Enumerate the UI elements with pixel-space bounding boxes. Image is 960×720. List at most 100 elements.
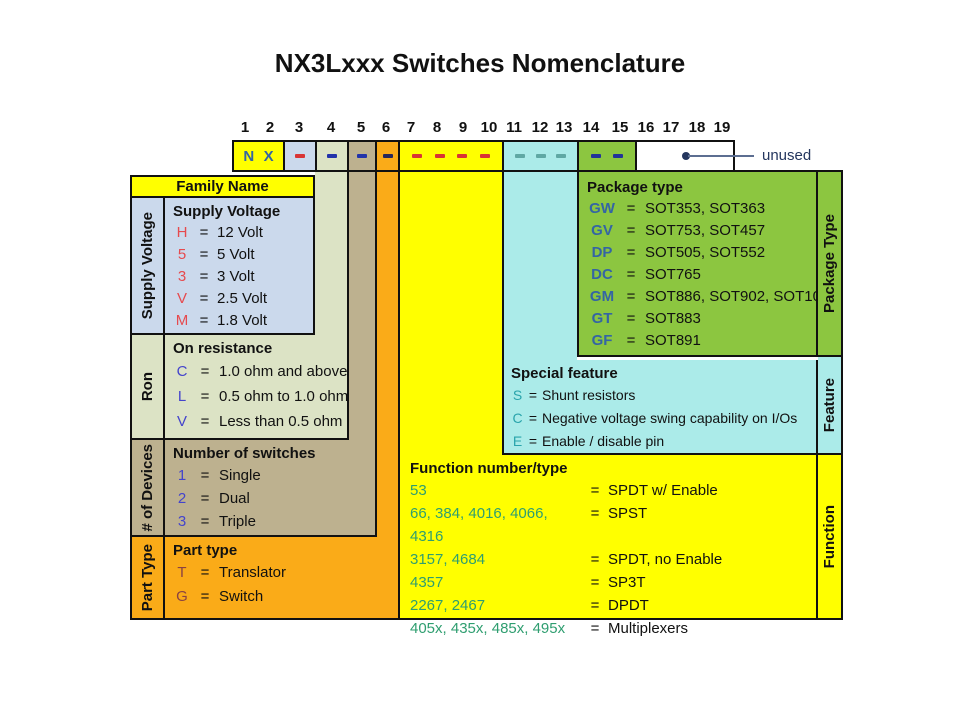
package-type-sidebar: Package Type bbox=[818, 172, 843, 357]
table-row: 3157, 4684 = SPDT, no Enable bbox=[410, 551, 723, 568]
table-row: 405x, 435x, 485x, 495x = Multiplexers bbox=[410, 620, 689, 637]
section-header: Number of switches bbox=[173, 445, 316, 462]
position-number: 9 bbox=[458, 119, 468, 136]
dash-mark bbox=[382, 154, 393, 158]
table-row: DP = SOT505, SOT552 bbox=[591, 244, 766, 261]
position-number: 1 bbox=[240, 119, 250, 136]
prefix-letter: N bbox=[243, 147, 255, 165]
table-row: 2267, 2467 = DPDT bbox=[410, 597, 649, 614]
cell-prefix: N X bbox=[234, 142, 283, 170]
position-number: 4 bbox=[326, 119, 336, 136]
position-number: 17 bbox=[662, 119, 680, 136]
table-row: G = Switch bbox=[176, 588, 264, 605]
cell-supply-voltage bbox=[283, 142, 315, 170]
table-row: T = Translator bbox=[177, 564, 286, 581]
position-number: 8 bbox=[432, 119, 442, 136]
function-sidebar: Function bbox=[818, 455, 843, 620]
position-number: 16 bbox=[637, 119, 655, 136]
section-header: Function number/type bbox=[410, 460, 568, 477]
section-header: Package type bbox=[587, 179, 683, 196]
dash-mark bbox=[479, 154, 490, 158]
position-number: 15 bbox=[611, 119, 629, 136]
table-row: 3 = Triple bbox=[177, 513, 256, 530]
feature-connector-strip bbox=[502, 172, 577, 360]
feature-sidebar: Feature bbox=[818, 357, 843, 455]
sidebar-label: # of Devices bbox=[139, 443, 156, 532]
table-row: E = Enable / disable pin bbox=[512, 433, 665, 449]
table-row: 66, 384, 4016, 4066, 4316 = SPST bbox=[410, 505, 648, 545]
section-header: Special feature bbox=[511, 365, 618, 382]
table-row: 2 = Dual bbox=[177, 490, 250, 507]
position-number: 6 bbox=[381, 119, 391, 136]
sidebar-label: Feature bbox=[821, 377, 838, 433]
table-row: 1 = Single bbox=[177, 467, 261, 484]
part-type-content: Part type T = Translator G = Switch bbox=[165, 537, 398, 618]
part-type-sidebar: Part Type bbox=[132, 537, 165, 618]
table-row: DC = SOT765 bbox=[591, 266, 701, 283]
table-row: C = 1.0 ohm and above bbox=[176, 363, 347, 380]
sidebar-label: Package Type bbox=[821, 214, 838, 313]
sidebar-label: Supply Voltage bbox=[139, 211, 156, 320]
table-row: L = 0.5 ohm to 1.0 ohm bbox=[177, 388, 347, 405]
on-resistance-content: On resistance C = 1.0 ohm and above L = 0.5 … bbox=[165, 335, 347, 438]
unused-callout-line bbox=[688, 155, 754, 157]
family-name-box: Family Name bbox=[130, 175, 315, 198]
table-row: 3 = 3 Volt bbox=[177, 268, 255, 285]
dash-mark bbox=[434, 154, 445, 158]
table-row: V = 2.5 Volt bbox=[176, 290, 268, 307]
sidebar-label: Ron bbox=[139, 371, 156, 402]
section-header: On resistance bbox=[173, 340, 273, 357]
supply-ron-connector-strip bbox=[315, 172, 347, 335]
dash-mark bbox=[327, 154, 337, 158]
unused-dot bbox=[682, 152, 690, 160]
table-row: GT = SOT883 bbox=[591, 310, 701, 327]
cell-num-devices bbox=[347, 142, 375, 170]
position-number: 2 bbox=[265, 119, 275, 136]
cell-on-resistance bbox=[315, 142, 347, 170]
part-number-cell-row: N X bbox=[232, 140, 735, 172]
table-row: C = Negative voltage swing capability on I… bbox=[512, 410, 798, 426]
dash-mark bbox=[535, 154, 546, 158]
table-row: 5 = 5 Volt bbox=[177, 246, 255, 263]
position-number: 5 bbox=[356, 119, 366, 136]
position-number: 19 bbox=[713, 119, 731, 136]
section-header: Part type bbox=[173, 542, 238, 559]
position-number: 14 bbox=[582, 119, 600, 136]
sidebar-label: Part Type bbox=[139, 543, 156, 612]
function-connector-strip bbox=[398, 172, 502, 455]
number-of-switches-section: # of Devices Number of switches 1 = Single… bbox=[130, 440, 375, 537]
position-number: 7 bbox=[406, 119, 416, 136]
dash-mark bbox=[412, 154, 423, 158]
dash-mark bbox=[457, 154, 468, 158]
dash-mark bbox=[295, 154, 305, 158]
dash-mark bbox=[514, 154, 525, 158]
devices-sidebar: # of Devices bbox=[132, 440, 165, 535]
position-number: 13 bbox=[555, 119, 573, 136]
part-type-section: Part Type Part type T = Translator G = Switc… bbox=[130, 537, 398, 620]
number-of-switches-content: Number of switches 1 = Single 2 = Dual 3 = Tri… bbox=[165, 440, 375, 535]
table-row: V = Less than 0.5 ohm bbox=[176, 413, 343, 430]
special-feature-section: Special feature S = Shunt resistors C = Nega… bbox=[502, 360, 818, 455]
dash-mark bbox=[613, 154, 623, 158]
supply-voltage-sidebar: Supply Voltage bbox=[132, 198, 165, 333]
table-row: 4357 = SP3T bbox=[410, 574, 646, 591]
position-number: 10 bbox=[480, 119, 498, 136]
position-number: 12 bbox=[531, 119, 549, 136]
part-type-connector-strip bbox=[375, 172, 398, 537]
position-number: 3 bbox=[294, 119, 304, 136]
cell-part-type bbox=[375, 142, 398, 170]
package-type-section: Package type GW = SOT353, SOT363 GV = SOT753… bbox=[577, 172, 838, 357]
cell-package bbox=[577, 142, 635, 170]
sidebar-label: Function bbox=[821, 504, 838, 569]
table-row: M = 1.8 Volt bbox=[175, 312, 268, 329]
section-header: Supply Voltage bbox=[173, 203, 281, 220]
table-row: GM = SOT886, SOT902, SOT1049 bbox=[589, 288, 838, 305]
table-row: H = 12 Volt bbox=[176, 224, 263, 241]
function-section: Function number/type 53 = SPDT w/ Enable 6… bbox=[398, 455, 818, 637]
table-row: GW = SOT353, SOT363 bbox=[589, 200, 766, 217]
top-border-line bbox=[735, 170, 843, 172]
dash-mark bbox=[591, 154, 601, 158]
supply-voltage-section: Supply Voltage Supply Voltage H = 12 Volt … bbox=[130, 198, 315, 335]
table-row: 53 = SPDT w/ Enable bbox=[410, 482, 718, 499]
